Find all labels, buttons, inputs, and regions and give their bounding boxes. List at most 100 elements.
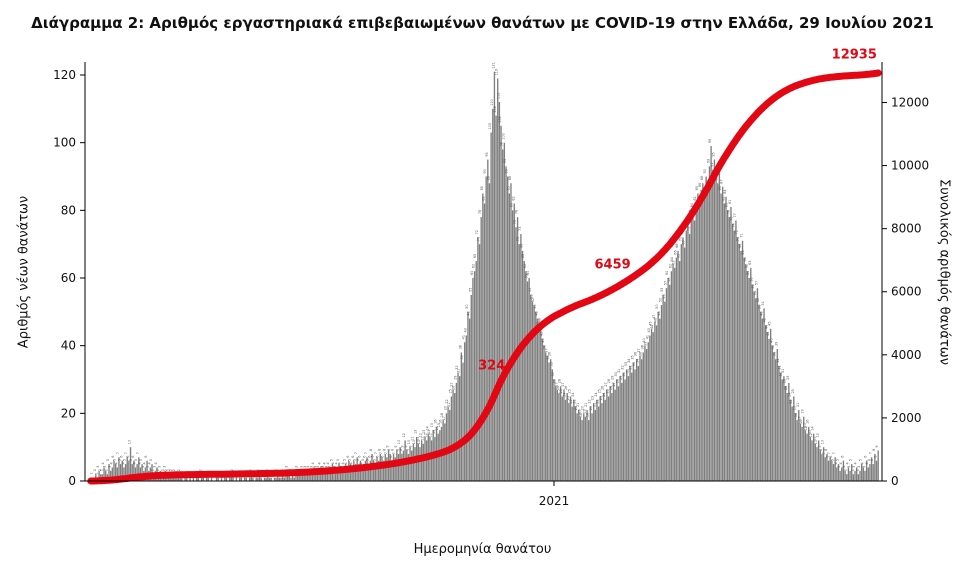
bar-value-label: 4 bbox=[137, 462, 141, 464]
bar bbox=[629, 365, 631, 481]
bar bbox=[758, 305, 760, 481]
bar bbox=[161, 477, 163, 481]
bar-value-label: 93 bbox=[707, 159, 711, 163]
bar-value-label: 46 bbox=[763, 318, 767, 322]
bar-value-label: 7 bbox=[832, 452, 836, 454]
bar-value-label: 19 bbox=[801, 409, 805, 413]
bar-value-label: 36 bbox=[639, 352, 643, 356]
bar bbox=[177, 477, 180, 481]
bar-value-label: 36 bbox=[634, 352, 638, 356]
bar bbox=[806, 433, 808, 481]
bar-value-label: 3 bbox=[328, 466, 332, 468]
bar-value-label: 10 bbox=[821, 440, 825, 444]
bar bbox=[258, 474, 261, 481]
bar bbox=[592, 403, 595, 481]
bar bbox=[594, 409, 597, 481]
bar bbox=[573, 399, 575, 481]
bar bbox=[783, 376, 785, 481]
bar-value-label: 85 bbox=[480, 186, 484, 190]
bar-value-label: 33 bbox=[549, 362, 553, 366]
bar-value-label: 16 bbox=[806, 420, 810, 424]
bar bbox=[354, 464, 357, 481]
bar-value-label: 7 bbox=[822, 452, 826, 454]
bar bbox=[295, 474, 297, 481]
bar-value-label: 8 bbox=[387, 449, 391, 451]
bar bbox=[748, 278, 750, 481]
bar bbox=[776, 349, 778, 481]
bar-value-label: 8 bbox=[396, 449, 400, 451]
bar-value-label: 15 bbox=[430, 423, 434, 427]
bar-value-label: 38 bbox=[543, 345, 547, 349]
bar bbox=[315, 470, 317, 481]
bar-value-label: 13 bbox=[414, 430, 418, 434]
bar-value-label: 22 bbox=[789, 399, 793, 403]
bar-value-label: 27 bbox=[554, 382, 558, 386]
bar-value-label: 6 bbox=[381, 456, 385, 458]
bar bbox=[710, 146, 712, 482]
bar-value-label: 1 bbox=[94, 472, 98, 474]
bar-value-label: 121 bbox=[491, 62, 495, 68]
bar bbox=[136, 464, 138, 481]
bar bbox=[667, 278, 669, 481]
bar-value-label: 63 bbox=[672, 261, 676, 265]
bar bbox=[407, 453, 410, 481]
bar bbox=[725, 196, 727, 482]
bar bbox=[713, 159, 716, 481]
bar-value-label: 33 bbox=[624, 362, 628, 366]
bar-value-label: 98 bbox=[500, 142, 504, 146]
bar-value-label: 30 bbox=[614, 372, 618, 376]
bar bbox=[556, 389, 558, 481]
bar-value-label: 7 bbox=[827, 452, 831, 454]
left-tick-label: 100 bbox=[53, 136, 76, 150]
bar bbox=[551, 369, 553, 481]
bar bbox=[268, 477, 271, 481]
bar-value-label: 31 bbox=[617, 369, 621, 373]
bar bbox=[616, 379, 618, 481]
bar-value-label: 8 bbox=[824, 449, 828, 451]
bar bbox=[401, 453, 403, 481]
bar bbox=[323, 470, 325, 481]
bar bbox=[224, 477, 226, 481]
bar-value-label: 2 bbox=[248, 469, 252, 471]
bar bbox=[311, 470, 314, 481]
bar-value-label: 5 bbox=[134, 459, 138, 461]
bar bbox=[683, 247, 686, 481]
bar bbox=[784, 386, 787, 481]
bar bbox=[814, 443, 816, 481]
bar bbox=[349, 464, 352, 481]
bar bbox=[508, 193, 510, 482]
bar bbox=[755, 298, 757, 481]
bar-value-label: 5 bbox=[118, 459, 122, 461]
bar bbox=[791, 406, 793, 481]
bar-value-label: 4 bbox=[839, 462, 843, 464]
bar bbox=[554, 386, 557, 481]
bar-value-label: 3 bbox=[303, 466, 307, 468]
bar bbox=[232, 474, 234, 481]
bar-value-label: 16 bbox=[439, 420, 443, 424]
bar bbox=[138, 457, 140, 481]
bar-value-label: 25 bbox=[597, 389, 601, 393]
bar-value-label: 6 bbox=[376, 456, 380, 458]
bar bbox=[564, 399, 567, 481]
bar-value-label: 80 bbox=[510, 203, 514, 207]
bar-value-label: 3 bbox=[837, 466, 841, 468]
bar bbox=[460, 352, 463, 481]
bar bbox=[822, 447, 825, 481]
bar-value-label: 11 bbox=[410, 436, 414, 440]
bar-value-label: 10 bbox=[412, 440, 416, 444]
bar bbox=[303, 474, 305, 481]
bar bbox=[483, 203, 486, 481]
bar bbox=[285, 474, 287, 481]
bar-value-label: 32 bbox=[778, 365, 782, 369]
bar-value-label: 52 bbox=[659, 298, 663, 302]
bar-value-label: 68 bbox=[520, 244, 524, 248]
bar-value-label: 2 bbox=[156, 469, 160, 471]
bar-value-label: 57 bbox=[663, 281, 667, 285]
bar-value-label: 7 bbox=[384, 452, 388, 454]
y-axis-label-right: Συνολικός αριθμός θανάτων bbox=[936, 179, 952, 365]
bar-value-label: 9 bbox=[817, 445, 821, 447]
bar bbox=[576, 413, 578, 481]
bar bbox=[129, 447, 132, 481]
bar bbox=[602, 393, 605, 481]
